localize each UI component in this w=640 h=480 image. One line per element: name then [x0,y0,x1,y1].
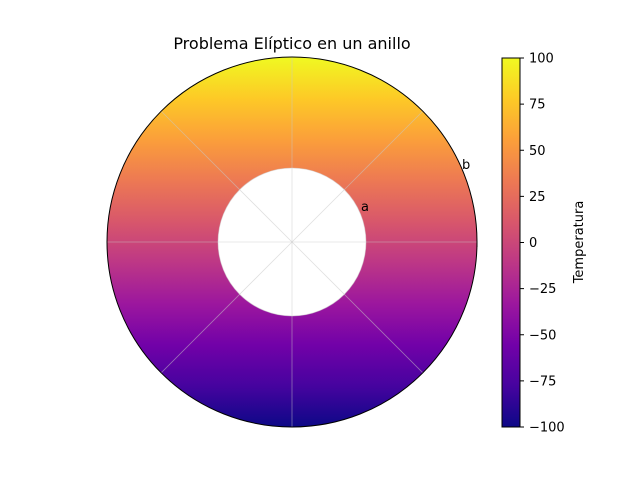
radial-tick-label-a: a [361,200,369,215]
polar-grid-ring [217,167,367,317]
colorbar-tick-label: −75 [529,374,556,389]
polar-grid [107,57,477,427]
colorbar-tick-label: 100 [529,52,554,67]
colorbar-tick-label: −50 [529,328,556,343]
polar-grid-spoke [291,241,424,374]
colorbar-tick-label: 0 [529,236,537,251]
polar-grid-spoke [160,241,293,374]
colorbar-tick-label: −25 [529,282,556,297]
colorbar-tick-label: −100 [529,421,565,436]
polar-grid-spoke [291,110,424,243]
chart-title: Problema Elíptico en un anillo [173,34,410,53]
colorbar-tick-label: 75 [529,98,546,113]
polar-plot-area: a b [106,56,478,428]
polar-grid-spoke [160,110,293,243]
colorbar-tick-label: 50 [529,144,546,159]
colorbar-tick-label: 25 [529,190,546,205]
colorbar-label: Temperatura [572,201,587,285]
colorbar: 100 75 50 25 0 −25 −50 −75 −100 Temperatura [501,52,587,436]
colorbar-ticks: 100 75 50 25 0 −25 −50 −75 −100 [520,52,565,436]
colorbar-gradient [501,57,521,428]
radial-tick-label-b: b [462,158,470,173]
